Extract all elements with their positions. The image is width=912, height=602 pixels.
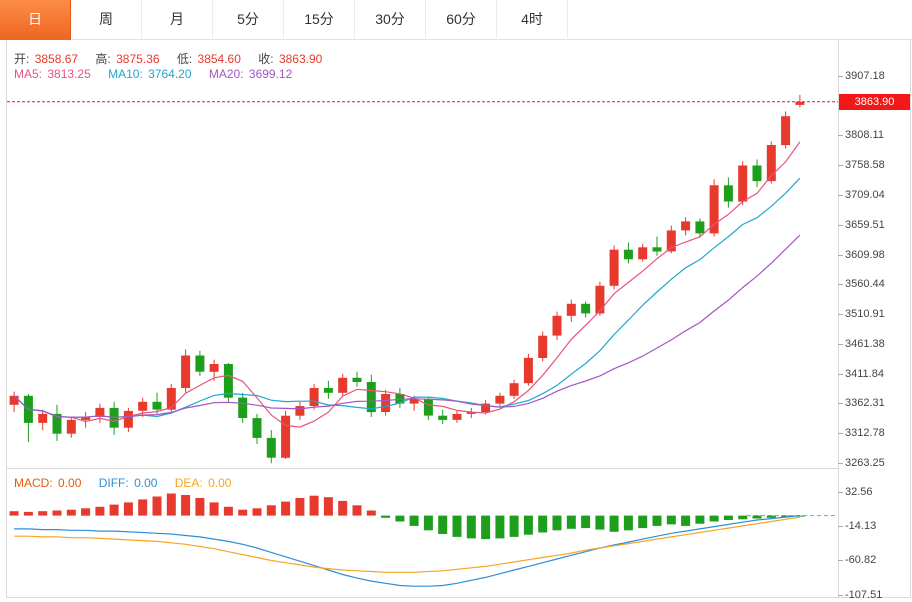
price-axis-label: 3907.18 [838, 69, 885, 82]
low-value: 3854.60 [197, 52, 241, 66]
ma20-value: 3699.12 [248, 67, 293, 81]
tab-5min[interactable]: 5分 [213, 0, 284, 40]
macd-axis-label: -107.51 [837, 588, 883, 601]
ohlc-legend: 开: 3858.67 高: 3875.36 低: 3854.60 收: 3863… [14, 50, 336, 67]
dea-value: 0.00 [208, 476, 232, 490]
ma20-label: MA20: [208, 67, 244, 81]
open-label: 开: [14, 52, 30, 66]
price-axis-label: 3709.04 [838, 188, 885, 201]
macd-chart[interactable] [7, 470, 838, 598]
open-value: 3858.67 [34, 52, 79, 66]
macd-axis-label: 32.56 [838, 485, 873, 498]
price-axis-label: 3312.78 [838, 427, 885, 440]
current-price-tag: 3863.90 [839, 93, 910, 110]
low-label: 低: [176, 52, 193, 66]
ma5-value: 3813.25 [47, 67, 91, 81]
tab-15min[interactable]: 15分 [284, 0, 355, 40]
candlestick-chart[interactable] [7, 44, 838, 468]
price-axis-label: 3659.51 [838, 218, 885, 231]
macd-axis-label: -14.13 [837, 520, 877, 532]
dea-label: DEA: [174, 476, 203, 490]
tab-week[interactable]: 周 [71, 0, 142, 40]
chart-border-left [6, 40, 7, 598]
price-axis-label: 3411.84 [838, 367, 884, 380]
timeframe-tabbar: 日 周 月 5分 15分 30分 60分 4时 [0, 0, 912, 40]
chart-border-right [910, 40, 911, 598]
close-label: 收: [258, 52, 274, 66]
ma-legend: MA5: 3813.25 MA10: 3764.20 MA20: 3699.12 [14, 67, 306, 81]
price-axis-label: 3808.11 [838, 129, 884, 142]
tab-4hour[interactable]: 4时 [497, 0, 568, 40]
axis-separator [838, 40, 839, 598]
macd-label: MACD: [14, 476, 53, 490]
price-axis-label: 3510.91 [838, 308, 885, 321]
panel-separator [7, 468, 838, 469]
high-label: 高: [95, 52, 111, 66]
tab-30min[interactable]: 30分 [355, 0, 426, 40]
macd-axis-label: -60.82 [837, 554, 877, 567]
close-value: 3863.90 [278, 52, 323, 66]
tab-day[interactable]: 日 [0, 0, 71, 40]
price-axis-label: 3560.44 [838, 278, 885, 291]
tab-month[interactable]: 月 [142, 0, 213, 40]
chart-border-bottom [6, 597, 911, 598]
price-axis-label: 3362.31 [838, 397, 885, 410]
ma10-value: 3764.20 [148, 67, 192, 81]
diff-label: DIFF: [98, 476, 129, 490]
price-axis-label: 3461.38 [838, 337, 885, 350]
price-axis-label: 3758.58 [838, 159, 885, 172]
macd-value: 0.00 [58, 476, 82, 490]
price-axis-label: 3263.25 [838, 457, 885, 470]
price-axis-label: 3609.98 [838, 248, 885, 261]
tab-60min[interactable]: 60分 [426, 0, 497, 40]
chart-area: 开: 3858.67 高: 3875.36 低: 3854.60 收: 3863… [0, 40, 912, 602]
ma10-label: MA10: [108, 67, 143, 81]
diff-value: 0.00 [134, 476, 158, 490]
ma5-label: MA5: [14, 67, 43, 81]
high-value: 3875.36 [116, 52, 160, 66]
macd-legend: MACD: 0.00 DIFF: 0.00 DEA: 0.00 [14, 476, 245, 490]
